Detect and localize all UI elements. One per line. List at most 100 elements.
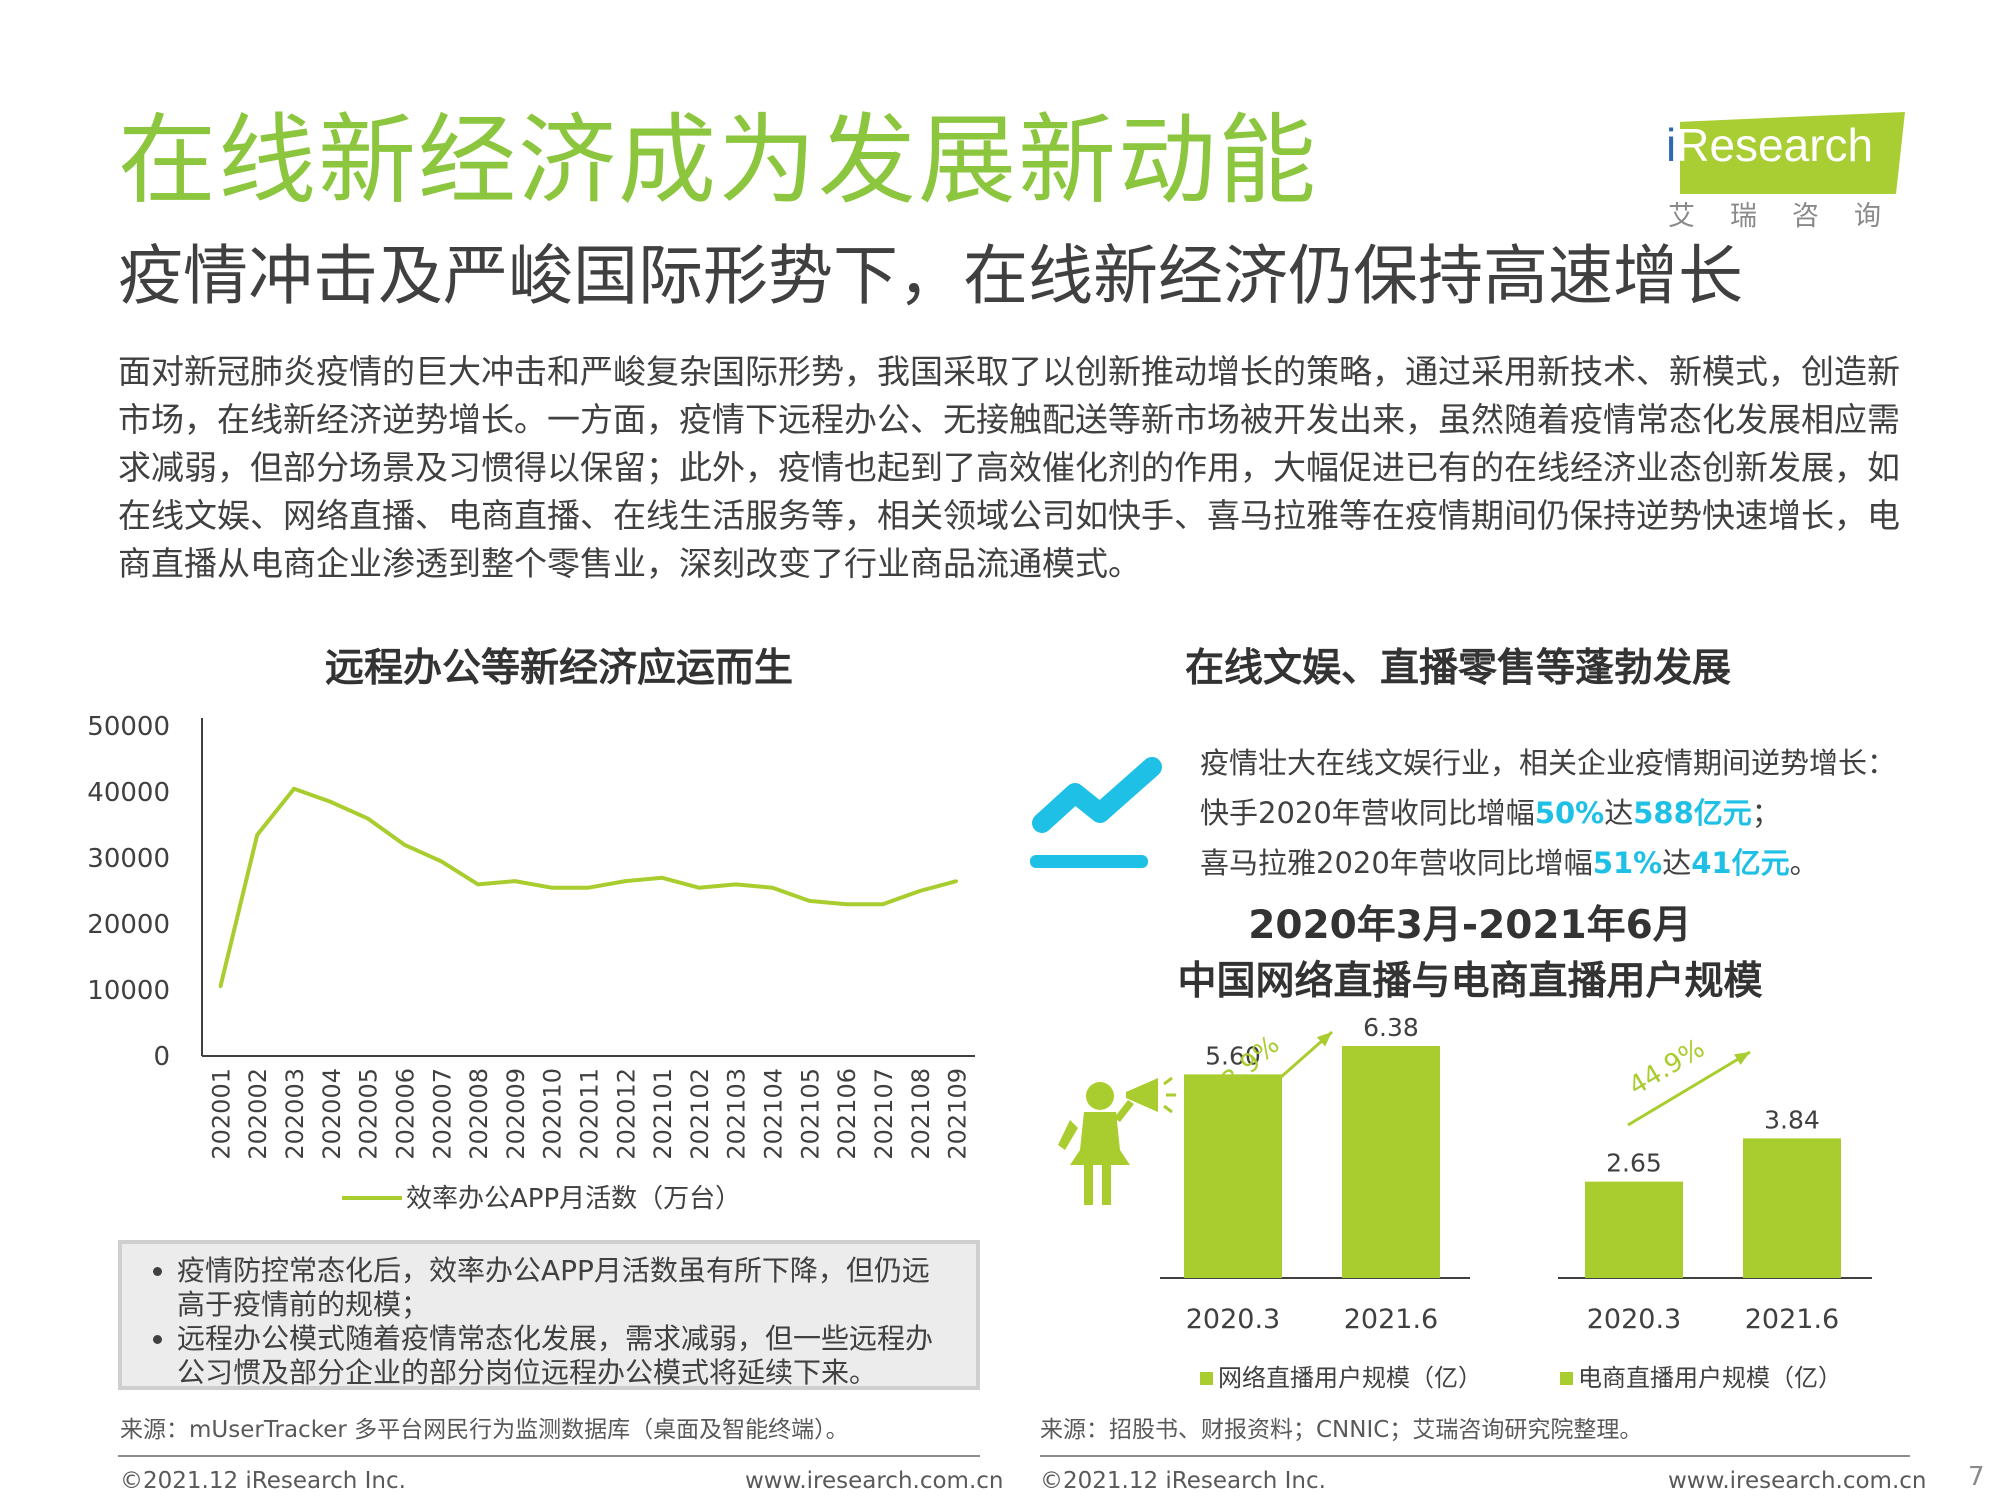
bar-chart-title-line1: 2020年3月-2021年6月 (1248, 903, 1692, 948)
data-point (329, 800, 333, 804)
growth-arrowhead (1316, 1032, 1332, 1047)
logo-wordmark: iResearch (1666, 118, 1873, 172)
x-tick-label: 202104 (760, 1068, 788, 1160)
x-tick-label: 202105 (796, 1068, 824, 1160)
data-point (402, 843, 406, 847)
x-tick-label: 202001 (207, 1068, 235, 1160)
source-right: 来源：招股书、财报资料；CNNIC；艾瑞咨询研究院整理。 (1040, 1417, 1643, 1443)
y-tick-label: 0 (153, 1042, 170, 1072)
x-tick-label: 202106 (833, 1068, 861, 1160)
data-point (292, 787, 296, 791)
y-tick-label: 30000 (87, 844, 170, 874)
data-point (734, 882, 738, 886)
note-item: 远程办公模式随着疫情常态化发展，需求减弱，但一些远程办公习惯及部分企业的部分岗位… (177, 1322, 956, 1390)
line-chart: 0 10000 20000 30000 40000 50000 202001 202002 20… (87, 712, 975, 1214)
bar-category-label: 2021.6 (1344, 1304, 1438, 1335)
data-point (807, 899, 811, 903)
legend-swatch (1200, 1372, 1213, 1385)
footer-divider-right (1040, 1455, 1910, 1457)
y-tick-label: 10000 (87, 976, 170, 1006)
x-tick-label: 202005 (355, 1068, 383, 1160)
bar-category-label: 2021.6 (1745, 1304, 1839, 1335)
x-tick-label: 202101 (649, 1068, 677, 1160)
legend-label: 电商直播用户规模（亿） (1578, 1364, 1842, 1392)
bar-value-label: 6.38 (1363, 1013, 1419, 1042)
logo-chinese: 艾瑞咨询 (1668, 201, 1916, 232)
fact-intro: 疫情壮大在线文娱行业，相关企业疫情期间逆势增长： (1200, 746, 1897, 780)
copyright-left: ©2021.12 iResearch Inc. (120, 1468, 406, 1494)
x-tick-label: 202011 (576, 1068, 604, 1160)
page-title: 在线新经济成为发展新动能 (118, 104, 1319, 218)
data-point (476, 882, 480, 886)
right-section-title: 在线文娱、直播零售等蓬勃发展 (1185, 646, 1732, 691)
bar-chart: 5.602020.36.382021.613.9%网络直播用户规模（亿）2.65… (1058, 1013, 1872, 1392)
growth-arrowhead (1734, 1052, 1750, 1065)
y-tick-label: 40000 (87, 778, 170, 808)
growth-arrow (1203, 1030, 1333, 1147)
data-point (881, 902, 885, 906)
bar-value-label: 3.84 (1764, 1105, 1820, 1134)
bar-chart-title: 2020年3月-2021年6月 中国网络直播与电商直播用户规模 (1170, 898, 1770, 1010)
facts-block: 疫情壮大在线文娱行业，相关企业疫情期间逆势增长： 快手2020年营收同比增幅50… (1200, 738, 1896, 888)
iresearch-logo: iResearch 艾瑞咨询 (1662, 112, 1912, 232)
x-tick-label: 202002 (244, 1068, 272, 1160)
data-point (697, 886, 701, 890)
data-point (550, 886, 554, 890)
data-point (955, 879, 959, 883)
data-point (587, 886, 590, 890)
page-number: 7 (1968, 1462, 1985, 1492)
growth-label: 44.9% (1624, 1034, 1710, 1102)
bar-chart-title-line2: 中国网络直播与电商直播用户规模 (1177, 959, 1763, 1004)
website-right: www.iresearch.com.cn (1668, 1468, 1927, 1494)
x-tick-label: 202010 (539, 1068, 567, 1160)
legend-label: 效率办公APP月活数（万台） (406, 1184, 741, 1214)
source-left: 来源：mUserTracker 多平台网民行为监测数据库（桌面及智能终端）。 (120, 1417, 849, 1443)
x-tick-label: 202004 (318, 1068, 346, 1160)
data-point (623, 879, 627, 883)
legend-label: 网络直播用户规模（亿） (1218, 1364, 1482, 1392)
bar (1743, 1138, 1841, 1278)
notes-box: 疫情防控常态化后，效率办公APP月活数虽有所下降，但仍远高于疫情前的规模； 远程… (118, 1240, 980, 1390)
bar-category-label: 2020.3 (1587, 1304, 1681, 1335)
data-point (366, 816, 370, 820)
y-tick-label: 20000 (87, 910, 170, 940)
x-tick-label: 202008 (465, 1068, 493, 1160)
y-tick-label: 50000 (87, 712, 170, 742)
data-point (255, 833, 259, 837)
data-point (218, 985, 222, 989)
fact-ximalaya: 喜马拉雅2020年营收同比增幅51%达41亿元。 (1200, 846, 1819, 880)
logo-i: i (1666, 119, 1677, 171)
x-tick-label: 202012 (612, 1068, 640, 1160)
bar (1585, 1181, 1683, 1278)
x-tick-label: 202007 (428, 1068, 456, 1160)
data-point (844, 902, 848, 906)
x-tick-label: 202108 (907, 1068, 935, 1160)
note-item: 疫情防控常态化后，效率办公APP月活数虽有所下降，但仍远高于疫情前的规模； (177, 1254, 956, 1322)
x-tick-label: 202103 (723, 1068, 751, 1160)
data-point (660, 876, 664, 880)
growth-arrow (1627, 1050, 1751, 1127)
website-left: www.iresearch.com.cn (745, 1468, 1004, 1494)
copyright-right: ©2021.12 iResearch Inc. (1040, 1468, 1326, 1494)
bar (1184, 1074, 1282, 1278)
intro-paragraph: 面对新冠肺炎疫情的巨大冲击和严峻复杂国际形势，我国采取了以创新推动增长的策略，通… (118, 352, 1900, 583)
footer-divider-left (118, 1455, 980, 1457)
x-tick-label: 202102 (686, 1068, 714, 1160)
bar-category-label: 2020.3 (1186, 1304, 1280, 1335)
legend-swatch (1560, 1372, 1573, 1385)
bar-value-label: 2.65 (1606, 1149, 1662, 1178)
announcer-icon (1058, 1076, 1176, 1205)
data-point (918, 889, 922, 893)
x-tick-label: 202006 (391, 1068, 419, 1160)
x-tick-label: 202109 (944, 1068, 972, 1160)
data-point (439, 859, 443, 863)
x-tick-label: 202003 (281, 1068, 309, 1160)
data-point (513, 879, 517, 883)
bar (1342, 1046, 1440, 1278)
trend-up-icon (1030, 757, 1162, 868)
logo-research: Research (1676, 119, 1874, 171)
x-tick-label: 202107 (870, 1068, 898, 1160)
x-tick-label: 202009 (502, 1068, 530, 1160)
fact-kuaishou: 快手2020年营收同比增幅50%达588亿元； (1200, 796, 1781, 830)
bar-value-label: 5.60 (1205, 1041, 1261, 1070)
